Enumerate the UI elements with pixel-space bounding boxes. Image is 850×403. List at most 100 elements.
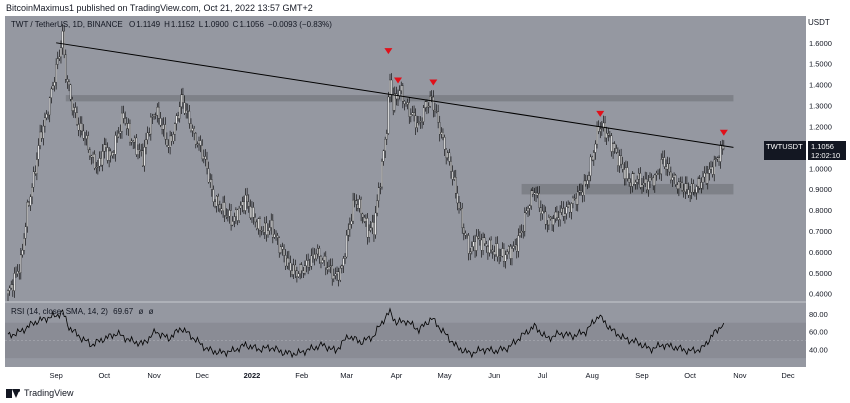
candle-body xyxy=(74,107,77,113)
candle-body xyxy=(212,189,215,202)
candle-body xyxy=(313,254,316,260)
candle-body xyxy=(105,144,107,148)
price-axis[interactable]: USDT 1.6000 1.5000 1.4000 1.3000 1.2000 1.000… xyxy=(806,16,846,367)
symbol-legend: TWT / TetherUS, 1D, BINANCE O1.1149 H1.11… xyxy=(11,20,332,29)
candle-body xyxy=(159,118,162,126)
candle-body xyxy=(708,169,711,174)
candle-body xyxy=(629,182,632,187)
candle-body xyxy=(174,123,176,135)
candle-body xyxy=(36,159,38,174)
current-price-label: TWTUSDT xyxy=(764,141,806,161)
rsi-label: RSI (14, close, SMA, 14, 2) xyxy=(11,307,108,316)
candle-body xyxy=(8,287,11,291)
candle-body xyxy=(620,155,622,165)
zone-1 xyxy=(521,183,734,195)
candle-body xyxy=(503,248,505,262)
candle-body xyxy=(203,156,205,159)
candle-body xyxy=(196,143,199,145)
time-axis[interactable]: Sep Oct Nov Dec 2022 Feb Mar Apr May Jun Jul Aug Sep… xyxy=(5,367,806,383)
candle-body xyxy=(24,226,27,239)
candle-body xyxy=(235,209,237,217)
candle-body xyxy=(498,255,500,257)
ohlc-c-value: 1.1056 xyxy=(239,20,264,29)
candle-body xyxy=(180,94,183,108)
candle-body xyxy=(154,114,157,116)
candle-body xyxy=(10,284,12,289)
candle-body xyxy=(650,177,653,179)
candle-body xyxy=(633,173,635,185)
candle-body xyxy=(302,270,305,274)
candle-body xyxy=(649,177,651,182)
candle-body xyxy=(164,124,167,140)
time-tick-12: Sep xyxy=(635,371,648,380)
candle-body xyxy=(400,85,402,91)
candle-body xyxy=(395,93,398,100)
candle-body xyxy=(211,179,213,190)
time-tick-1: Oct xyxy=(98,371,111,380)
candle-body xyxy=(312,254,314,256)
candle-body xyxy=(371,221,374,229)
candle-body xyxy=(674,174,677,185)
candle-body xyxy=(217,195,220,205)
candle-body xyxy=(646,178,648,190)
candle-body xyxy=(344,256,346,259)
candle-body xyxy=(467,235,470,254)
candle-body xyxy=(471,246,473,252)
candle-body xyxy=(559,212,561,221)
candle-body xyxy=(421,121,423,123)
ohlc-o-value: 1.1149 xyxy=(136,20,160,29)
candle-body xyxy=(657,173,659,175)
candle-body xyxy=(129,123,131,143)
time-ticks: Sep Oct Nov Dec 2022 Feb Mar Apr May Jun Jul Aug Sep… xyxy=(49,371,794,380)
candle-body xyxy=(87,135,90,150)
candle-body xyxy=(538,193,541,208)
ohlc-h-value: 1.1152 xyxy=(171,20,195,29)
time-tick-14: Nov xyxy=(733,371,747,380)
candle-body xyxy=(379,186,382,188)
candle-body xyxy=(464,232,467,236)
candle-body xyxy=(440,132,443,135)
chart-plot[interactable]: TWT / TetherUS, 1D, BINANCE O1.1149 H1.11… xyxy=(5,16,806,367)
rsi-extra-1: ø xyxy=(149,307,154,316)
candle-body xyxy=(593,152,595,161)
candle-body xyxy=(73,107,75,111)
candle-body xyxy=(472,241,475,247)
candle-body xyxy=(231,221,234,226)
candle-body xyxy=(586,180,589,185)
price-tick-5: 1.0000 xyxy=(809,164,832,173)
candle-body xyxy=(705,172,707,184)
price-tick-2: 1.4000 xyxy=(809,81,832,90)
candle-body xyxy=(145,139,147,148)
candle-body xyxy=(304,265,306,274)
candle-body xyxy=(511,248,513,259)
candle-body xyxy=(662,157,664,160)
candle-body xyxy=(721,144,723,149)
candle-body xyxy=(289,262,292,271)
candle-body xyxy=(57,58,59,65)
candle-body xyxy=(307,260,309,268)
candle-body xyxy=(483,237,486,244)
candle-body xyxy=(273,234,276,238)
marker-triangle-0 xyxy=(384,48,393,55)
candle-body xyxy=(374,212,377,235)
candle-body xyxy=(394,93,396,111)
candle-body xyxy=(236,209,239,221)
candle-body xyxy=(652,177,654,186)
candle-body xyxy=(201,145,203,159)
price-tick-3: 1.3000 xyxy=(809,102,832,111)
chart-area[interactable]: TWT / TetherUS, 1D, BINANCE O1.1149 H1.11… xyxy=(5,16,806,367)
price-tick-10: 0.5000 xyxy=(809,269,832,278)
candle-body xyxy=(607,133,610,136)
candle-body xyxy=(150,116,152,135)
candle-body xyxy=(668,163,671,173)
candle-body xyxy=(21,249,24,256)
candle-body xyxy=(378,187,380,201)
candle-body xyxy=(89,149,91,157)
candle-body xyxy=(533,192,536,195)
candle-body xyxy=(673,174,675,178)
candle-body xyxy=(453,177,455,180)
candle-body xyxy=(76,112,78,125)
time-tick-11: Aug xyxy=(586,371,599,380)
candle-body xyxy=(61,30,64,48)
candle-body xyxy=(448,152,451,162)
